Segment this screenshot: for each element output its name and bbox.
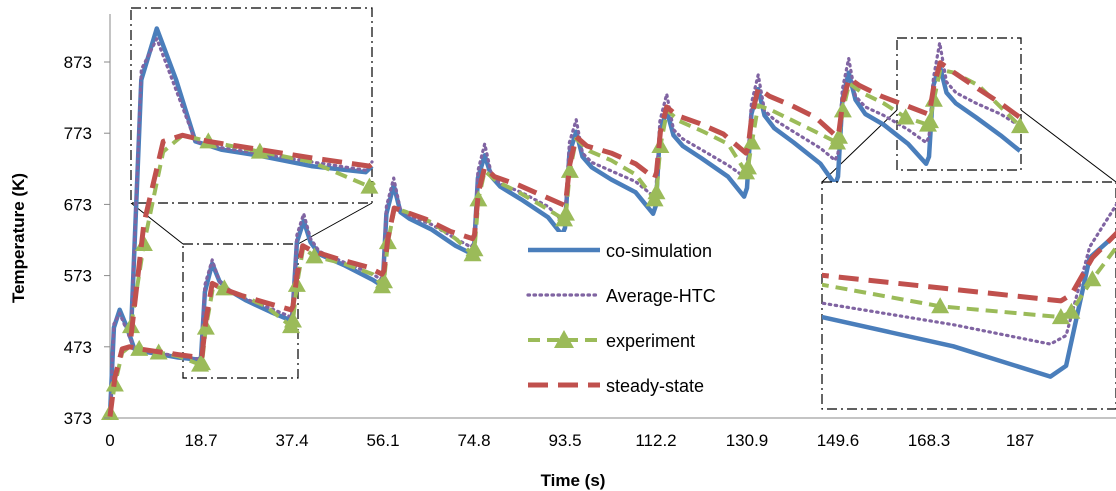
inset-box-right: [822, 182, 1116, 409]
legend: co-simulation Average-HTC experiment steady…: [520, 232, 760, 402]
legend-label: Average-HTC: [606, 286, 716, 306]
x-tick-label: 56.1: [366, 431, 399, 450]
legend-label: co-simulation: [606, 241, 712, 261]
experiment-marker: [897, 109, 915, 125]
experiment-marker: [647, 183, 665, 199]
x-axis-title: Time (s): [541, 471, 606, 490]
connector-line: [1021, 110, 1116, 182]
connector-line: [131, 203, 183, 244]
y-tick-label: 673: [64, 195, 92, 214]
y-tick-label: 473: [64, 338, 92, 357]
y-tick-label: 373: [64, 409, 92, 428]
x-tick-label: 187: [1006, 431, 1034, 450]
y-tick-label: 873: [64, 53, 92, 72]
y-tick-label: 773: [64, 124, 92, 143]
legend-label: experiment: [606, 331, 695, 351]
x-tick-label: 149.6: [817, 431, 860, 450]
x-tick-label: 112.2: [635, 431, 676, 450]
x-tick-label: 18.7: [184, 431, 217, 450]
experiment-marker: [557, 205, 575, 221]
y-axis-title: Temperature (K): [9, 173, 28, 303]
x-tick-label: 168.3: [908, 431, 951, 450]
y-tick-label: 573: [64, 267, 92, 286]
x-tick-label: 93.5: [548, 431, 581, 450]
x-tick-label: 74.8: [457, 431, 490, 450]
x-tick-label: 0: [105, 431, 114, 450]
inset-right: [704, 182, 1116, 409]
legend-label: steady-state: [606, 376, 704, 396]
x-tick-label: 37.4: [275, 431, 308, 450]
x-tick-label: 130.9: [726, 431, 769, 450]
inset-left: [122, 8, 378, 336]
